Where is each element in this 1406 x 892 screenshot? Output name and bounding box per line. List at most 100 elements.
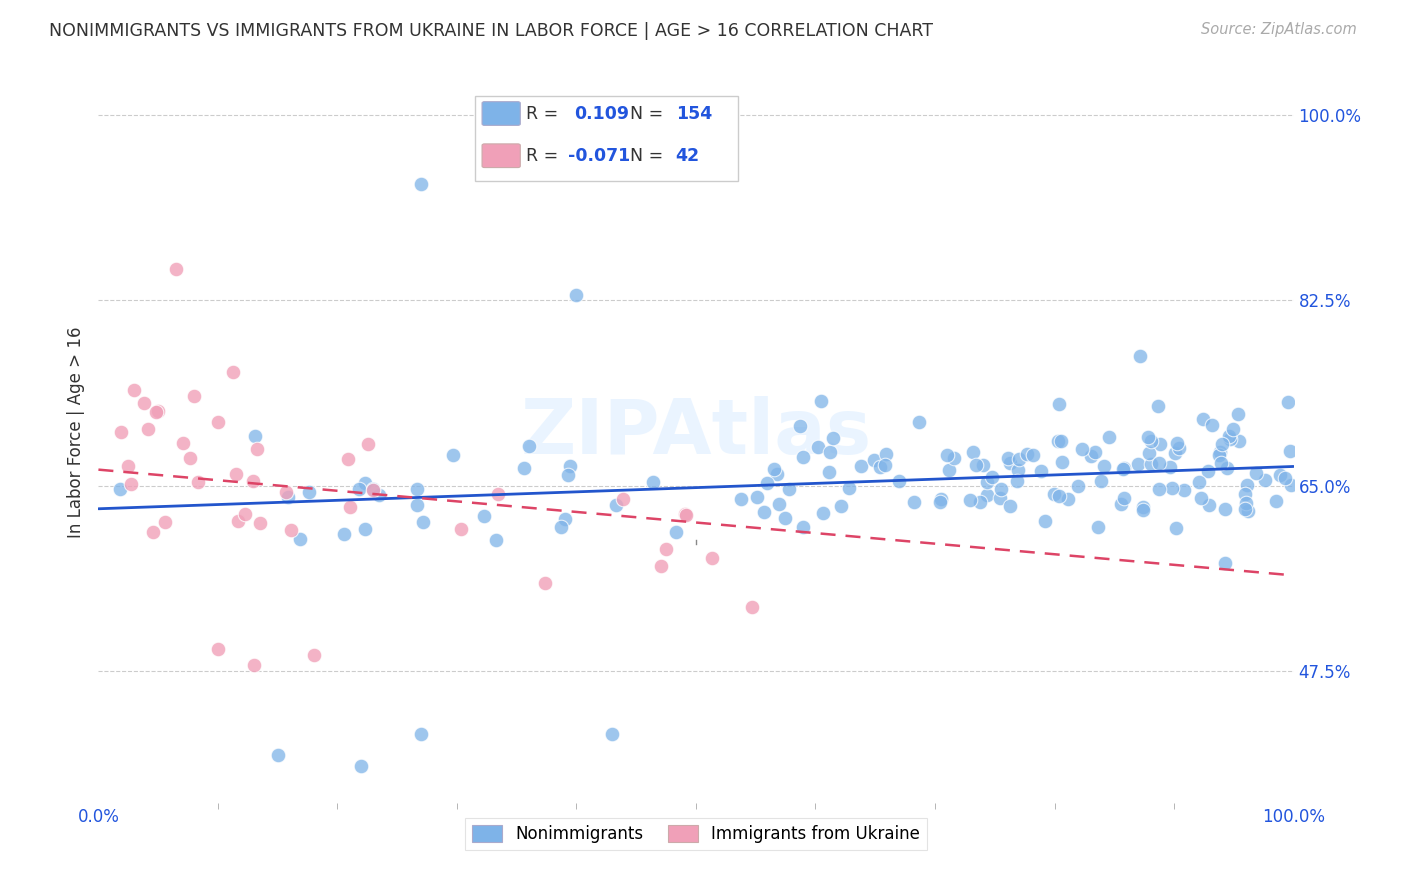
Point [486, 487, 509, 501]
Point [1132, 500, 1154, 514]
Point [339, 500, 361, 515]
Point [972, 458, 994, 472]
Point [773, 510, 796, 524]
FancyBboxPatch shape [482, 102, 520, 126]
Point [838, 481, 860, 495]
Point [959, 493, 981, 508]
Point [1147, 482, 1170, 496]
Point [602, 727, 624, 741]
Point [1084, 445, 1107, 459]
Point [1198, 498, 1220, 512]
Point [183, 389, 205, 403]
Point [810, 393, 832, 408]
Point [1021, 448, 1043, 462]
Point [605, 498, 627, 512]
Point [1092, 458, 1115, 473]
Point [988, 491, 1011, 505]
Point [875, 458, 897, 472]
Point [165, 261, 187, 276]
Point [1173, 483, 1195, 497]
Point [1233, 501, 1256, 516]
Point [1213, 556, 1236, 570]
Point [1140, 457, 1163, 471]
Point [730, 491, 752, 506]
Point [976, 475, 998, 490]
Point [406, 498, 429, 512]
Point [179, 450, 201, 465]
Point [172, 436, 194, 450]
Point [411, 727, 433, 741]
Point [1234, 496, 1257, 510]
Point [1008, 451, 1031, 466]
Point [1236, 504, 1258, 518]
Point [675, 508, 697, 522]
Point [1277, 394, 1299, 409]
Point [560, 458, 582, 473]
Point [368, 488, 391, 502]
Point [1112, 462, 1135, 476]
Point [887, 474, 910, 488]
Point [441, 449, 464, 463]
Point [929, 492, 952, 507]
Y-axis label: In Labor Force | Age > 16: In Labor Force | Age > 16 [66, 326, 84, 539]
Point [132, 396, 155, 410]
Point [1208, 445, 1230, 459]
Point [226, 514, 249, 528]
Point [1128, 457, 1150, 471]
Point [406, 482, 429, 496]
Point [1187, 475, 1209, 489]
Point [412, 516, 434, 530]
Text: N =: N = [630, 147, 669, 165]
Point [1005, 474, 1028, 488]
Point [153, 516, 176, 530]
Point [1035, 514, 1057, 528]
Point [1209, 456, 1232, 470]
Point [554, 512, 576, 526]
Point [792, 450, 814, 465]
Point [1067, 479, 1090, 493]
Point [745, 490, 768, 504]
Point [942, 450, 965, 465]
Point [700, 551, 723, 566]
Point [806, 440, 828, 454]
Point [792, 519, 814, 533]
Point [811, 506, 834, 520]
Point [354, 476, 377, 491]
Point [1211, 437, 1233, 451]
Point [361, 482, 384, 496]
Point [124, 384, 146, 398]
Point [768, 497, 790, 511]
Point [512, 461, 534, 475]
Point [1218, 429, 1240, 443]
Point [1147, 456, 1170, 470]
Point [357, 436, 380, 450]
Point [938, 463, 960, 477]
Point [117, 459, 139, 474]
Point [1244, 466, 1267, 480]
Point [1047, 489, 1070, 503]
Point [1056, 491, 1078, 506]
Point [249, 516, 271, 531]
Point [1087, 519, 1109, 533]
Point [1197, 464, 1219, 478]
Point [148, 404, 170, 418]
Point [1226, 407, 1249, 421]
Point [1137, 430, 1160, 444]
Point [1219, 433, 1241, 447]
Point [411, 177, 433, 191]
Point [1140, 434, 1163, 449]
Point [1236, 478, 1258, 492]
Text: Source: ZipAtlas.com: Source: ZipAtlas.com [1201, 22, 1357, 37]
Point [565, 288, 588, 302]
Point [1098, 430, 1121, 444]
Point [980, 470, 1002, 484]
Text: R =: R = [526, 147, 564, 165]
Point [1049, 434, 1071, 449]
Point [673, 508, 696, 522]
Point [1112, 461, 1135, 475]
Point [120, 476, 142, 491]
Point [550, 520, 572, 534]
Point [1132, 503, 1154, 517]
Point [755, 475, 778, 490]
Point [207, 415, 229, 429]
